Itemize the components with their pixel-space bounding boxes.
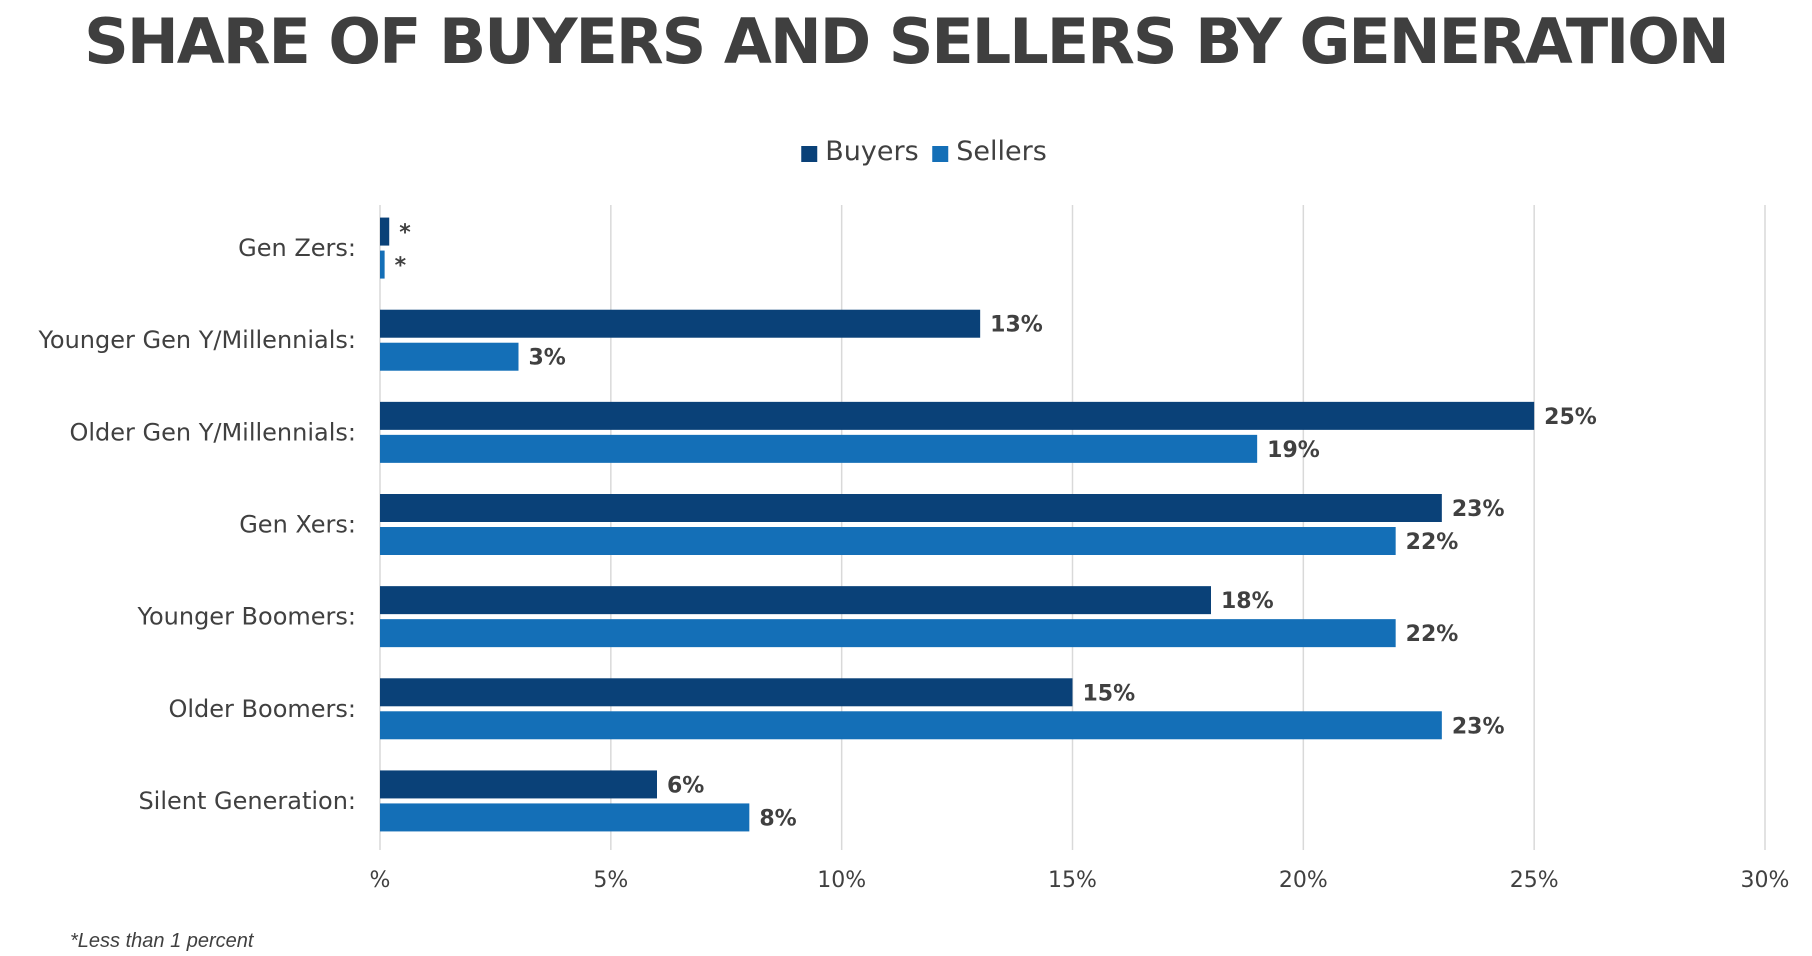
data-label: 6% bbox=[667, 773, 704, 798]
buyers-bar bbox=[380, 309, 981, 338]
data-label: 23% bbox=[1452, 497, 1505, 522]
sellers-bar bbox=[380, 527, 1396, 555]
buyers-bar bbox=[380, 401, 1535, 430]
category-label: Silent Generation: bbox=[138, 787, 356, 815]
data-label: 25% bbox=[1544, 405, 1597, 430]
data-label: 3% bbox=[529, 346, 566, 371]
chart-title: SHARE OF BUYERS AND SELLERS BY GENERATIO… bbox=[84, 5, 1730, 78]
sellers-bar bbox=[380, 711, 1442, 740]
footnote: *Less than 1 percent bbox=[70, 930, 254, 952]
data-label: * bbox=[399, 221, 411, 246]
x-tick-label: 30% bbox=[1741, 868, 1790, 893]
buyers-bar bbox=[380, 494, 1442, 522]
legend-label-sellers: Sellers bbox=[956, 136, 1047, 167]
category-label: Older Gen Y/Millennials: bbox=[69, 418, 356, 446]
sellers-bar bbox=[380, 250, 385, 279]
sellers-bar bbox=[380, 434, 1258, 463]
data-label: 15% bbox=[1083, 681, 1136, 706]
data-label: 13% bbox=[990, 313, 1043, 338]
data-label: 18% bbox=[1221, 589, 1274, 614]
category-label: Gen Xers: bbox=[239, 511, 356, 539]
buyers-bar bbox=[380, 217, 390, 246]
data-label: * bbox=[395, 254, 407, 279]
buyers-bar bbox=[380, 678, 1073, 707]
x-tick-label: 20% bbox=[1279, 868, 1328, 893]
sellers-bar bbox=[380, 619, 1396, 648]
legend-swatch-sellers bbox=[932, 146, 949, 162]
legend-swatch-buyers bbox=[801, 146, 818, 162]
category-label: Younger Gen Y/Millennials: bbox=[37, 326, 356, 354]
data-label: 23% bbox=[1452, 714, 1505, 739]
category-label: Younger Boomers: bbox=[136, 603, 356, 631]
category-label: Gen Zers: bbox=[238, 234, 356, 262]
buyers-bar bbox=[380, 586, 1211, 615]
x-tick-label: 5% bbox=[593, 868, 628, 893]
data-label: 19% bbox=[1267, 438, 1320, 463]
x-tick-label: 15% bbox=[1048, 868, 1097, 893]
data-label: 22% bbox=[1406, 530, 1459, 555]
data-label: 22% bbox=[1406, 622, 1459, 647]
legend-label-buyers: Buyers bbox=[825, 136, 918, 167]
category-label: Older Boomers: bbox=[169, 695, 357, 723]
x-tick-label: 25% bbox=[1510, 868, 1559, 893]
sellers-bar bbox=[380, 342, 519, 371]
sellers-bar bbox=[380, 803, 750, 832]
x-tick-label: % bbox=[370, 868, 391, 893]
x-tick-label: 10% bbox=[817, 868, 866, 893]
buyers-bar bbox=[380, 770, 657, 799]
data-label: 8% bbox=[759, 806, 796, 831]
